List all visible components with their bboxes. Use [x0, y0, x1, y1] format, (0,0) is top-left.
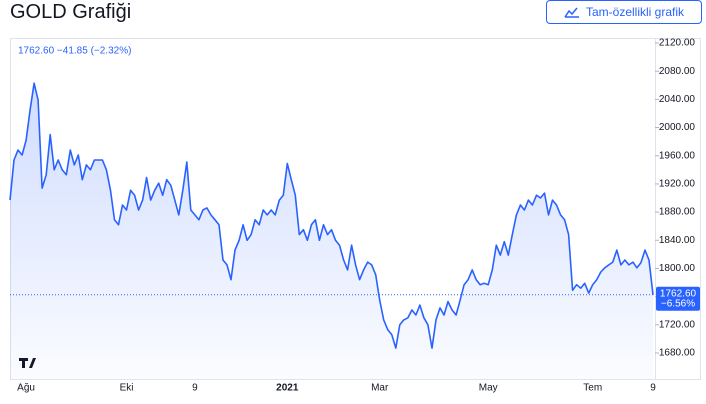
y-tick-label: 1920.00: [659, 179, 696, 190]
legend-text: 1762.60 −41.85 (−2.32%): [18, 46, 131, 57]
y-tick-label: 2040.00: [659, 94, 696, 105]
x-tick-label: 9: [650, 383, 656, 394]
y-tick-label: 1760.00: [659, 291, 696, 302]
x-tick-label: May: [479, 383, 498, 394]
y-tick-label: 1880.00: [659, 207, 696, 218]
x-tick-label: Tem: [583, 383, 602, 394]
area-fill: [10, 83, 653, 379]
price-tag-change: −6.56%: [661, 298, 695, 309]
button-icon: [564, 7, 579, 18]
y-tick-label: 1840.00: [659, 235, 696, 246]
full-chart-button[interactable]: Tam-özellikli grafik: [546, 0, 702, 24]
y-tick-label: 1720.00: [659, 319, 696, 330]
x-tick-label: 9: [192, 383, 198, 394]
x-tick-label: Ağu: [17, 383, 35, 394]
y-tick-label: 1800.00: [659, 263, 696, 274]
tv-logo: [19, 358, 36, 368]
x-tick-label: Eki: [120, 383, 134, 394]
price-tag: [656, 286, 700, 311]
y-tick-label: 2120.00: [659, 38, 696, 49]
y-tick-label: 1960.00: [659, 150, 696, 161]
button-label: Tam-özellikli grafik: [585, 5, 685, 19]
y-tick-label: 1680.00: [659, 348, 696, 359]
y-tick-label: 2000.00: [659, 122, 696, 133]
page-title: GOLD Grafiği: [10, 1, 132, 23]
chart-frame: [10, 38, 701, 380]
price-line: [9, 82, 654, 349]
x-tick-label: 2021: [276, 383, 299, 394]
price-tag-value: 1762.60: [660, 288, 697, 299]
x-tick-label: Mar: [371, 383, 389, 394]
y-tick-label: 2080.00: [659, 66, 696, 77]
